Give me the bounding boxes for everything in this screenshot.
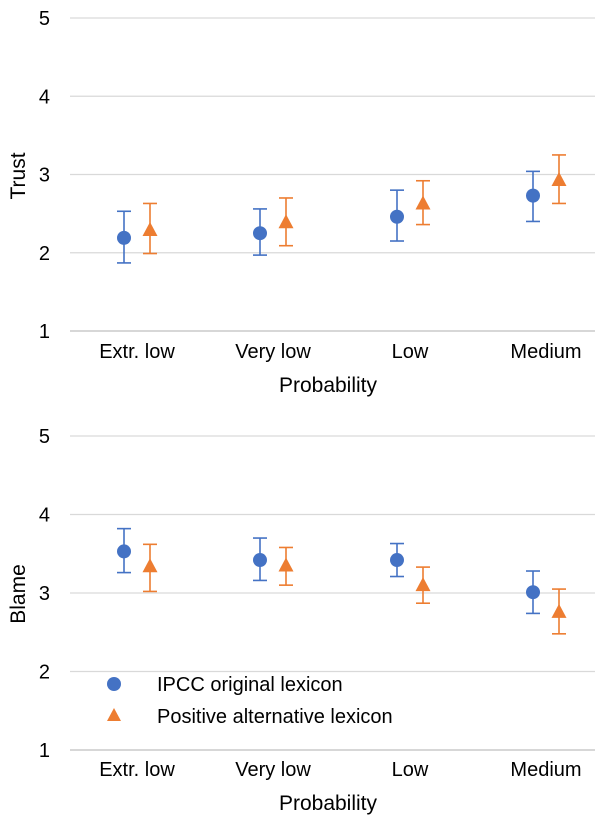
trust-x-tick-label: Low xyxy=(392,341,429,363)
blame-point-ipcc-original xyxy=(253,553,267,568)
blame-gridlines xyxy=(70,435,595,751)
trust-x-tick-label: Very low xyxy=(235,341,311,363)
trust-y-tick-label: 4 xyxy=(39,86,50,108)
blame-point-ipcc-original xyxy=(526,585,540,600)
trust-y-tick-label: 3 xyxy=(39,165,50,187)
blame-point-positive-alternative xyxy=(415,577,431,592)
blame-point-ipcc-original xyxy=(117,544,131,559)
blame-y-tick-label: 4 xyxy=(39,505,50,527)
trust-y-axis-ticks: 1 2 3 4 5 xyxy=(39,8,50,343)
trust-y-tick-label: 1 xyxy=(39,321,50,343)
trust-point-ipcc-original xyxy=(526,188,540,203)
blame-point-positive-alternative xyxy=(278,557,294,572)
trust-point-positive-alternative xyxy=(415,195,431,210)
blame-x-axis-ticks: Extr. low Very low Low Medium xyxy=(99,759,581,781)
blame-y-tick-label: 5 xyxy=(39,426,50,448)
trust-point-ipcc-original xyxy=(117,230,131,245)
legend-triangle-marker xyxy=(107,708,121,721)
blame-y-axis-ticks: 1 2 3 4 5 xyxy=(39,426,50,762)
trust-y-tick-label: 2 xyxy=(39,243,50,265)
blame-x-axis-label: Probability xyxy=(279,792,378,815)
blame-data-marks xyxy=(117,527,567,635)
trust-point-positive-alternative xyxy=(142,222,158,237)
trust-point-positive-alternative xyxy=(551,171,567,186)
trust-data-marks xyxy=(117,154,567,264)
trust-gridlines xyxy=(70,17,595,332)
trust-y-axis-label: Trust xyxy=(7,152,30,199)
blame-y-tick-label: 2 xyxy=(39,662,50,684)
legend: IPCC original lexicon Positive alternati… xyxy=(107,674,393,728)
blame-point-positive-alternative xyxy=(142,558,158,573)
blame-chart: 1 2 3 4 5 Extr. low Very low Low Medium Blame P… xyxy=(7,426,595,815)
trust-x-axis-label: Probability xyxy=(279,374,378,397)
trust-chart: 1 2 3 4 5 Extr. low Very low Low Medium Trust P… xyxy=(7,8,595,397)
trust-point-positive-alternative xyxy=(278,214,294,229)
blame-x-tick-label: Extr. low xyxy=(99,759,175,781)
blame-y-tick-label: 1 xyxy=(39,740,50,762)
trust-x-axis-ticks: Extr. low Very low Low Medium xyxy=(99,341,581,363)
blame-point-ipcc-original xyxy=(390,553,404,568)
legend-entry-positive-alternative: Positive alternative lexicon xyxy=(157,706,393,728)
blame-x-tick-label: Low xyxy=(392,759,429,781)
trust-x-tick-label: Extr. low xyxy=(99,341,175,363)
trust-x-tick-label: Medium xyxy=(510,341,581,363)
blame-y-tick-label: 3 xyxy=(39,583,50,605)
blame-y-axis-label: Blame xyxy=(7,564,30,624)
blame-x-tick-label: Very low xyxy=(235,759,311,781)
trust-point-ipcc-original xyxy=(390,209,404,224)
trust-y-tick-label: 5 xyxy=(39,8,50,30)
trust-point-ipcc-original xyxy=(253,226,267,241)
blame-x-tick-label: Medium xyxy=(510,759,581,781)
blame-point-positive-alternative xyxy=(551,603,567,618)
legend-entry-ipcc-original: IPCC original lexicon xyxy=(157,674,343,696)
legend-circle-marker xyxy=(107,677,121,691)
